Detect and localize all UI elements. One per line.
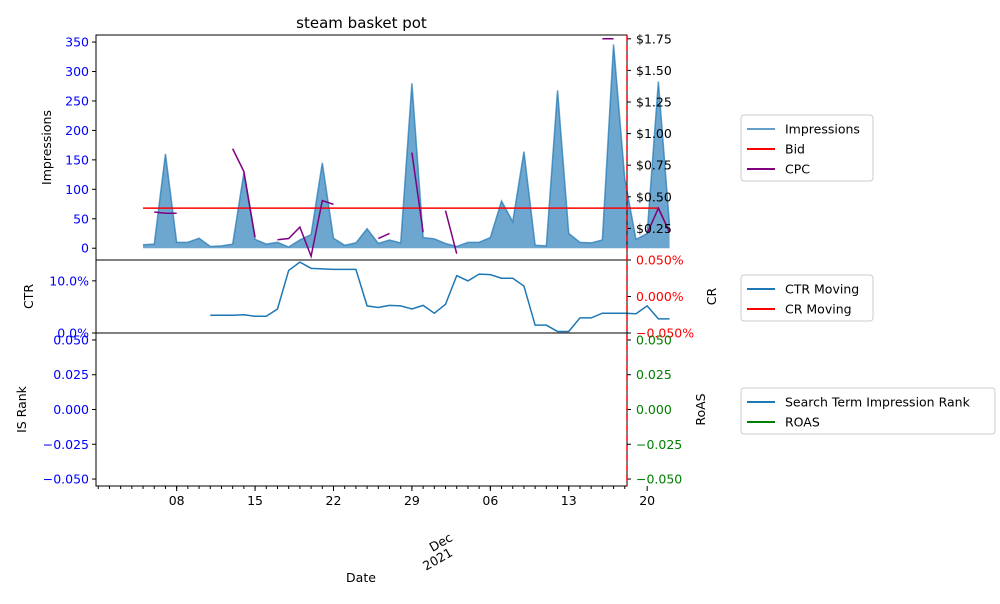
impressions-tick-label: 300: [65, 64, 89, 79]
cpc-tick-label: $1.00: [636, 126, 672, 141]
impressions-line: [143, 44, 671, 248]
is-rank-tick-label: 0.000: [53, 402, 89, 417]
ctr-moving-line: [210, 261, 670, 333]
roas-tick-label: −0.025: [636, 437, 682, 452]
roas-tick-label: 0.050: [636, 332, 672, 347]
impressions-axis-label: Impressions: [39, 110, 54, 185]
impressions-tick-label: 50: [73, 211, 89, 226]
impressions-tick-label: 150: [65, 152, 89, 167]
is-rank-tick-label: 0.025: [53, 367, 89, 382]
legend-label-cr-moving: CR Moving: [785, 302, 852, 317]
legend-label-bid: Bid: [785, 142, 805, 157]
impressions-tick-label: 100: [65, 182, 89, 197]
roas-tick-label: 0.025: [636, 367, 672, 382]
x-tick-label: 08: [169, 493, 185, 508]
bid-line: [143, 207, 671, 233]
chart-title: steam basket pot: [296, 14, 427, 32]
x-tick-label: 29: [404, 493, 420, 508]
panel-frame-2: [95, 332, 628, 487]
impressions-tick-label: 250: [65, 93, 89, 108]
cpc-tick-label: $0.75: [636, 158, 672, 173]
is-rank-tick-label: −0.050: [43, 472, 89, 487]
cpc-line: [154, 38, 671, 259]
ctr-tick-label: 0.0%: [57, 326, 89, 341]
legend-label-roas: ROAS: [785, 415, 820, 430]
cr-axis-label: CR: [704, 287, 719, 305]
impressions-tick-label: 0: [81, 241, 89, 256]
cr-tick-label: 0.050%: [636, 253, 684, 268]
impressions-area: [143, 44, 670, 249]
panel-frame-1: [95, 259, 628, 334]
x-tick-label: 13: [561, 493, 577, 508]
x-tick-label: 15: [247, 493, 263, 508]
impressions-tick-label: 200: [65, 123, 89, 138]
legend-label-search-term-impression-rank: Search Term Impression Rank: [785, 395, 971, 410]
roas-tick-label: −0.050: [636, 472, 682, 487]
legend-label-cpc: CPC: [785, 162, 810, 177]
legend-label-ctr-moving: CTR Moving: [785, 282, 859, 297]
x-axis-label: Date: [346, 570, 376, 585]
legend-box: [740, 114, 874, 182]
cpc-tick-label: $0.25: [636, 221, 672, 236]
x-tick-label: 22: [326, 493, 342, 508]
is-rank-tick-label: −0.025: [43, 437, 89, 452]
roas-tick-label: 0.000: [636, 402, 672, 417]
x-tick-label: 06: [482, 493, 498, 508]
is-rank-axis-label: IS Rank: [14, 385, 29, 433]
legend-label-impressions: Impressions: [785, 122, 860, 137]
roas-axis-label: RoAS: [693, 393, 708, 425]
x-tick-label: 20: [639, 493, 655, 508]
cpc-tick-label: $1.50: [636, 63, 672, 78]
cpc-tick-label: $0.50: [636, 189, 672, 204]
cpc-tick-label: $1.75: [636, 31, 672, 46]
cpc-tick-label: $1.25: [636, 94, 672, 109]
ctr-tick-label: 10.0%: [49, 273, 89, 288]
cr-tick-label: 0.000%: [636, 289, 684, 304]
is-rank-tick-label: 0.050: [53, 332, 89, 347]
impressions-tick-label: 350: [65, 35, 89, 50]
cr-tick-label: −0.050%: [636, 326, 694, 341]
legend-box: [740, 387, 996, 435]
ctr-axis-label: CTR: [21, 284, 36, 309]
